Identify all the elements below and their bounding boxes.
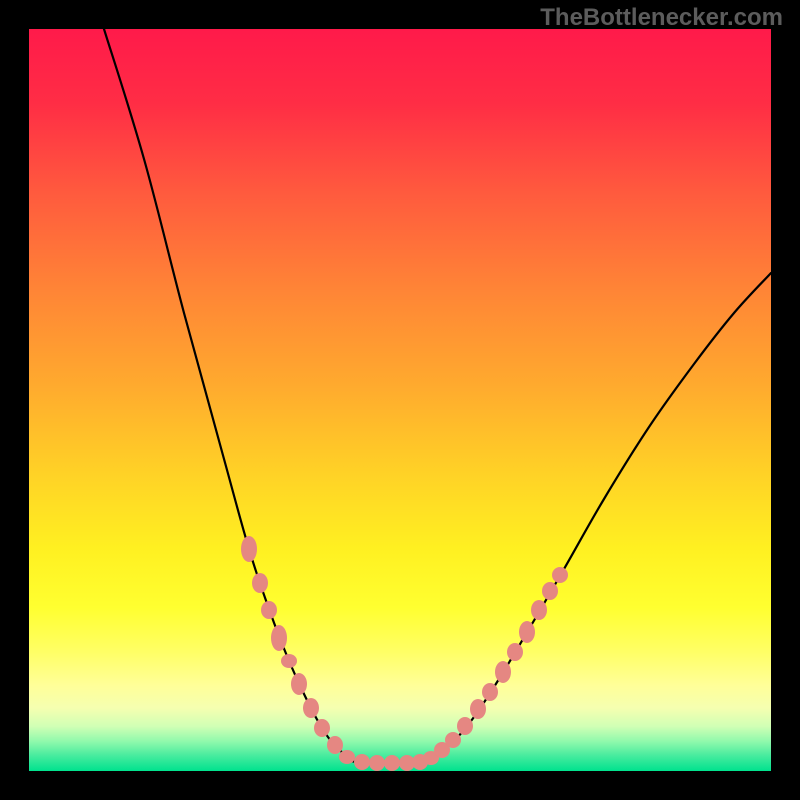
marker-dot	[445, 732, 461, 748]
chart-frame: TheBottlenecker.com	[0, 0, 800, 800]
marker-dot	[261, 601, 277, 619]
marker-dot	[241, 536, 257, 562]
marker-dot	[507, 643, 523, 661]
marker-dot	[339, 750, 355, 764]
marker-dot	[531, 600, 547, 620]
marker-dot	[482, 683, 498, 701]
marker-dot	[470, 699, 486, 719]
marker-dot	[384, 755, 400, 771]
marker-dot	[495, 661, 511, 683]
marker-dot	[281, 654, 297, 668]
gradient-background	[29, 29, 771, 771]
marker-dot	[552, 567, 568, 583]
marker-dot	[252, 573, 268, 593]
marker-dot	[457, 717, 473, 735]
marker-dot	[291, 673, 307, 695]
marker-dot	[271, 625, 287, 651]
marker-dot	[542, 582, 558, 600]
marker-dot	[354, 754, 370, 770]
marker-dot	[519, 621, 535, 643]
marker-dot	[369, 755, 385, 771]
marker-dot	[327, 736, 343, 754]
marker-dot	[314, 719, 330, 737]
plot-area	[29, 29, 771, 771]
watermark-text: TheBottlenecker.com	[540, 4, 783, 32]
marker-dot	[303, 698, 319, 718]
chart-svg	[0, 0, 800, 800]
